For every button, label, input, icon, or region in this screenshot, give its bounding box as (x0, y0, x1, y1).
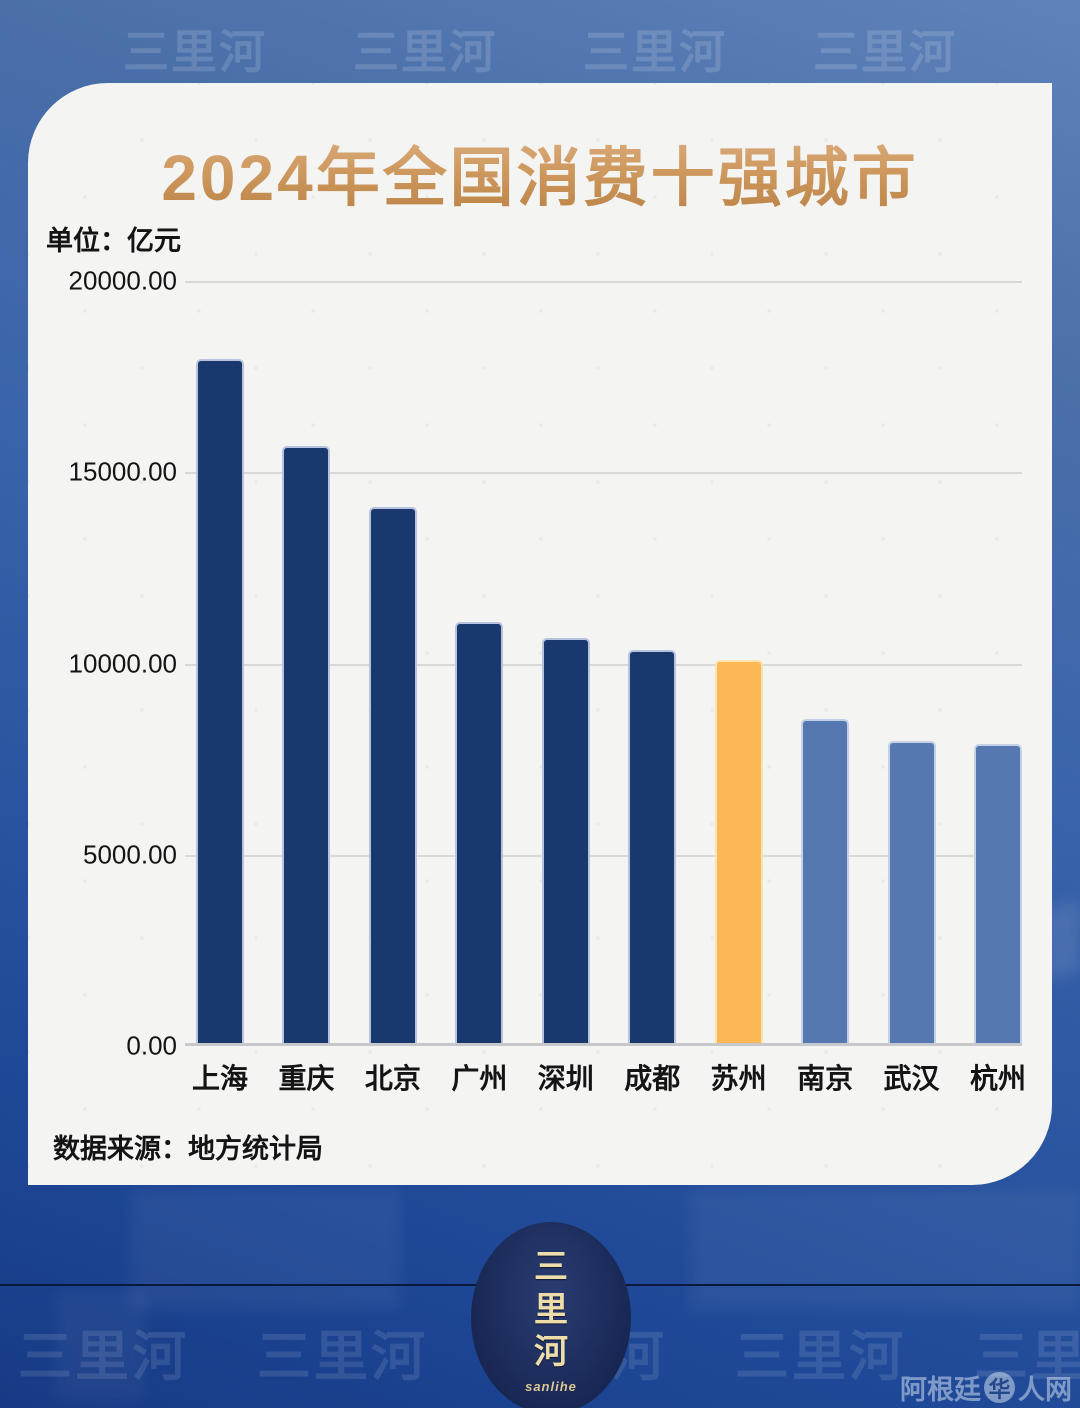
x-axis-label: 成都 (624, 1063, 681, 1094)
x-axis-label: 广州 (451, 1063, 508, 1094)
watermark-text: 三里河 (813, 26, 957, 78)
x-axis-label-slot: 重庆 (278, 1057, 334, 1097)
gridline (185, 472, 1022, 475)
x-axis-label-slot: 北京 (365, 1057, 421, 1097)
x-axis-label-slot: 深圳 (538, 1057, 594, 1097)
x-axis-labels: 上海 重庆 北京 广州 深圳 成都 苏州 南京 武汉 杭州 (185, 1057, 1026, 1097)
watermark-text: 三里河 (353, 26, 497, 78)
gridline (185, 854, 1022, 857)
bar-南京 (801, 719, 850, 1043)
bar-杭州 (973, 744, 1022, 1043)
x-axis-label-slot: 成都 (624, 1057, 680, 1097)
bar-重庆 (282, 446, 331, 1043)
logo-vertical-text: 三里河 (534, 1246, 568, 1374)
gridline (185, 663, 1022, 666)
logo-latin-text: sanlihe (525, 1379, 577, 1395)
watermark-text: 三里河 (257, 1327, 428, 1387)
bar-苏州 (714, 660, 763, 1043)
watermark-text: 三里河 (123, 26, 267, 78)
site-credit-prefix: 阿根廷 (900, 1375, 981, 1405)
bar-武汉 (887, 741, 936, 1043)
unit-label: 单位：亿元 (46, 226, 181, 256)
x-axis-label: 杭州 (969, 1063, 1026, 1094)
background-deco-shape (130, 1190, 400, 1310)
bar-成都 (628, 650, 677, 1043)
background-deco-shape (55, 1290, 145, 1400)
x-axis-label-slot: 苏州 (711, 1057, 767, 1097)
watermark-text: 三里河 (583, 26, 727, 78)
x-axis-label: 苏州 (710, 1063, 767, 1094)
page-title: 2024年全国消费十强城市 (28, 127, 1052, 219)
chart-card: 2024年全国消费十强城市 单位：亿元 20000.00 15000.00 1000… (28, 83, 1052, 1185)
top-watermark-row: 三里河 三里河 三里河 三里河 (0, 16, 1080, 82)
background-deco-shape (690, 1190, 1080, 1310)
site-credit-watermark: 阿根廷 华 人网 (900, 1368, 1072, 1407)
y-axis-tick-label: 20000.00 (68, 265, 177, 296)
y-axis-tick-label: 5000.00 (83, 839, 177, 870)
x-axis-label-slot: 上海 (192, 1057, 248, 1097)
x-axis-label-slot: 杭州 (970, 1057, 1026, 1097)
bar-广州 (455, 622, 504, 1043)
x-axis-label: 深圳 (537, 1063, 594, 1094)
x-axis-label-slot: 广州 (451, 1057, 507, 1097)
bar-深圳 (541, 638, 590, 1043)
y-axis-tick-label: 15000.00 (68, 456, 177, 487)
globe-icon: 华 (984, 1372, 1015, 1403)
x-axis-label-slot: 武汉 (884, 1057, 940, 1097)
y-axis-tick-label: 0.00 (126, 1030, 177, 1061)
logo-character: 河 (534, 1333, 568, 1372)
sanlihe-logo: 三里河 sanlihe (471, 1222, 631, 1408)
watermark-text: 三里河 (735, 1327, 906, 1387)
x-axis-label: 武汉 (883, 1063, 940, 1094)
x-axis-label: 北京 (364, 1063, 421, 1094)
bar-chart-plot (185, 281, 1022, 1046)
bar-上海 (196, 359, 244, 1043)
logo-character: 三 (534, 1247, 568, 1286)
bars-container (185, 281, 1022, 1043)
x-axis-label-slot: 南京 (797, 1057, 853, 1097)
source-note: 数据来源：地方统计局 (53, 1134, 323, 1164)
bar-北京 (368, 507, 417, 1043)
x-axis-label: 上海 (192, 1063, 249, 1094)
site-credit-suffix: 人网 (1018, 1375, 1072, 1405)
logo-character: 里 (534, 1290, 568, 1329)
y-axis-tick-label: 10000.00 (68, 648, 177, 678)
x-axis-label: 南京 (797, 1063, 854, 1094)
gridline (185, 281, 1022, 283)
x-axis-label: 重庆 (278, 1063, 335, 1094)
